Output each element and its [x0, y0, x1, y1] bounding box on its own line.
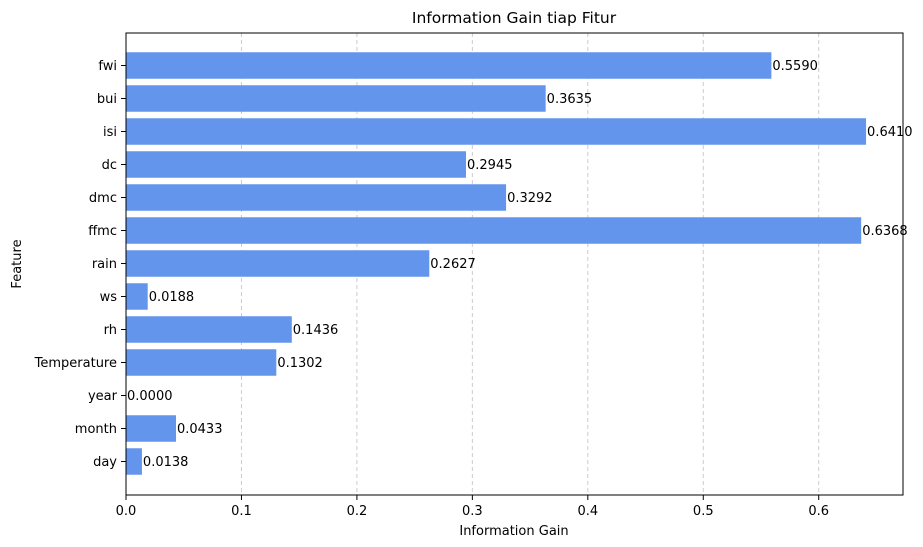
bar-day: [126, 448, 142, 475]
data-label: 0.6368: [862, 224, 908, 239]
x-tick-label: 0.4: [577, 504, 598, 519]
data-label: 0.5590: [772, 59, 818, 74]
data-label: 0.1436: [293, 323, 339, 338]
y-tick-label: year: [88, 389, 118, 404]
bar-isi: [126, 118, 867, 145]
x-axis-ticks: 0.0 0.1 0.2 0.3 0.4 0.5 0.6: [116, 495, 829, 519]
data-labels: 0.5590 0.3635 0.6410 0.2945 0.3292 0.6368 0.26…: [127, 59, 913, 470]
x-tick-label: 0.2: [347, 504, 368, 519]
x-tick-label: 0.0: [116, 504, 137, 519]
y-tick-label: dmc: [89, 191, 117, 206]
x-tick-label: 0.6: [808, 504, 829, 519]
data-label: 0.0188: [149, 290, 195, 305]
x-tick-label: 0.5: [693, 504, 714, 519]
data-label: 0.0138: [143, 455, 189, 470]
y-tick-label: fwi: [98, 59, 117, 74]
y-tick-label: bui: [97, 92, 117, 107]
data-label: 0.2627: [430, 257, 476, 272]
data-label: 0.6410: [867, 125, 913, 140]
bar-temperature: [126, 349, 277, 376]
data-label: 0.3635: [547, 92, 593, 107]
bars: [126, 52, 867, 475]
y-tick-label: day: [93, 455, 117, 470]
bar-month: [126, 415, 176, 442]
bar-rain: [126, 250, 430, 277]
data-label: 0.2945: [467, 158, 513, 173]
chart-title: Information Gain tiap Fitur: [412, 9, 617, 27]
y-tick-label: Temperature: [34, 356, 117, 371]
bar-dc: [126, 151, 467, 178]
y-tick-label: ws: [100, 290, 118, 305]
y-axis-title: Feature: [10, 239, 25, 288]
x-axis-title: Information Gain: [459, 524, 568, 539]
bar-fwi: [126, 52, 772, 79]
data-label: 0.1302: [277, 356, 323, 371]
bar-dmc: [126, 184, 507, 211]
y-tick-label: dc: [102, 158, 117, 173]
y-tick-label: month: [75, 422, 117, 437]
bar-ws: [126, 283, 148, 310]
data-label: 0.3292: [507, 191, 552, 206]
y-tick-label: ffmc: [88, 224, 117, 239]
bar-bui: [126, 85, 546, 112]
y-tick-label: rh: [104, 323, 117, 338]
y-tick-label: rain: [92, 257, 117, 272]
y-axis-ticks: fwi bui isi dc dmc ffmc rain ws rh Temperature yea…: [34, 59, 126, 470]
bar-rh: [126, 316, 292, 343]
x-tick-label: 0.3: [462, 504, 483, 519]
bar-ffmc: [126, 217, 862, 244]
data-label: 0.0433: [177, 422, 223, 437]
x-tick-label: 0.1: [231, 504, 252, 519]
data-label: 0.0000: [127, 389, 173, 404]
y-tick-label: isi: [103, 125, 117, 140]
